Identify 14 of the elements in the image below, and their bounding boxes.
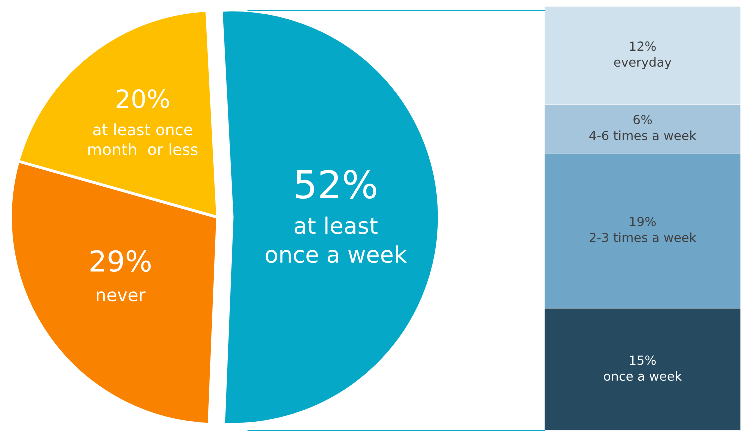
data-label: 52% — [296, 170, 376, 200]
slice-label: at least once month or less — [88, 124, 198, 156]
slice-label: never — [97, 292, 146, 302]
data-label: 20% — [116, 90, 170, 108]
slice-label: at least once a week — [266, 216, 408, 264]
series-label: everyday — [614, 57, 672, 70]
series-label: once a week — [604, 371, 682, 382]
series-label: 4-6 times a week — [590, 130, 697, 140]
data-label: 29% — [90, 250, 152, 272]
data-label: 6% — [634, 115, 652, 125]
data-label: 12% — [630, 42, 656, 52]
data-label: 19% — [630, 217, 656, 226]
series-label: 2-3 times a week — [590, 232, 697, 242]
data-label: 15% — [630, 356, 656, 366]
